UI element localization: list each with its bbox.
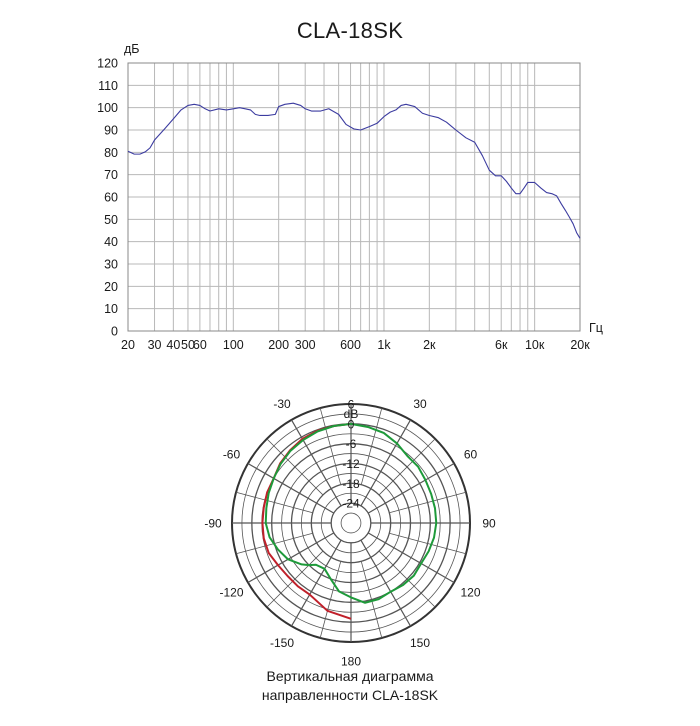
x-tick-label: 50: [181, 338, 195, 352]
polar-spoke: [389, 491, 467, 514]
polar-spoke: [360, 539, 412, 627]
polar-angle-label: -90: [204, 517, 222, 531]
polar-angle-label: 150: [410, 636, 430, 650]
y-tick-label: 30: [104, 258, 118, 272]
polar-radial-label: 0: [348, 417, 355, 431]
y-tick-label: 10: [104, 302, 118, 316]
polar-caption: Вертикальная диаграмма направленности CL…: [0, 667, 700, 705]
polar-angle-label: 120: [460, 586, 480, 600]
polar-ring: [251, 423, 451, 623]
polar-angle-label: -120: [219, 586, 243, 600]
polar-angle-label: -30: [273, 397, 291, 411]
x-axis-label: Гц: [589, 321, 603, 335]
polar-ring: [340, 512, 362, 534]
polar-spoke: [367, 532, 455, 584]
polar-ring: [241, 413, 461, 633]
y-tick-labels: 0 10 20 30 40 50 60 70 80 90 100 110 120: [97, 57, 118, 339]
polar-ring: [231, 403, 471, 643]
x-tick-label: 60: [193, 338, 207, 352]
polar-radial-labels: 6 0 -6 -12 -18 -24 dB: [342, 398, 360, 511]
x-tick-label: 300: [295, 338, 316, 352]
polar-spoke: [266, 438, 324, 496]
polar-ring: [261, 433, 441, 613]
x-tick-label: 10к: [525, 338, 545, 352]
polar-unit-label: dB: [344, 407, 359, 421]
polar-ring: [320, 492, 382, 554]
x-tick-label: 600: [340, 338, 361, 352]
page-title: CLA-18SK: [296, 18, 404, 43]
x-tick-label: 20к: [570, 338, 590, 352]
polar-outer-ring: [231, 403, 471, 643]
polar-angle-label: -60: [223, 448, 241, 462]
polar-angle-label: 30: [413, 397, 427, 411]
caption-line-1: Вертикальная диаграмма: [266, 668, 434, 684]
caption-line-2: направленности CLA-18SK: [261, 687, 439, 703]
polar-spoke: [290, 539, 342, 627]
polar-radial-label: -12: [342, 457, 360, 471]
y-tick-label: 60: [104, 191, 118, 205]
x-tick-label: 100: [223, 338, 244, 352]
polar-radial-label: 6: [348, 398, 355, 412]
polar-series-red: [261, 422, 352, 620]
polar-ring: [310, 482, 392, 564]
x-tick-label: 20: [121, 338, 135, 352]
polar-spoke: [360, 561, 383, 639]
polar-spokes: [232, 404, 470, 642]
y-tick-label: 120: [97, 57, 118, 71]
y-tick-label: 100: [97, 101, 118, 115]
x-tick-label: 40: [166, 338, 180, 352]
polar-spoke: [360, 419, 412, 507]
y-tick-label: 0: [111, 325, 118, 339]
x-tick-label: 2к: [423, 338, 436, 352]
polar-angle-label: 60: [464, 448, 478, 462]
x-tick-label: 1k: [377, 338, 391, 352]
polar-spoke: [360, 407, 383, 485]
x-tick-label: 30: [148, 338, 162, 352]
y-tick-label: 80: [104, 146, 118, 160]
polar-spoke: [389, 532, 467, 555]
polar-spoke: [378, 438, 436, 496]
polar-radial-label: -18: [342, 477, 360, 491]
x-tick-label: 200: [268, 338, 289, 352]
y-tick-label: 90: [104, 124, 118, 138]
frequency-response-line: [127, 102, 581, 239]
y-tick-label: 70: [104, 168, 118, 182]
y-grid: [128, 62, 580, 332]
polar-ring: [330, 502, 372, 544]
x-tick-label: 6к: [495, 338, 508, 352]
y-tick-label: 110: [98, 79, 118, 93]
polar-ring: [281, 453, 421, 593]
y-tick-label: 40: [104, 235, 118, 249]
polar-ring: [290, 462, 412, 584]
polar-spoke: [235, 491, 313, 514]
polar-spoke: [367, 462, 455, 514]
polar-spoke: [319, 561, 342, 639]
plot-frame: [127, 62, 581, 332]
polar-radial-label: -24: [342, 497, 360, 511]
polar-series-green: [264, 422, 438, 604]
polar-spoke: [378, 550, 436, 608]
polar-ring: [271, 443, 431, 603]
polar-radial-label: -6: [346, 437, 357, 451]
polar-spoke: [247, 462, 335, 514]
polar-angle-label: -150: [270, 636, 294, 650]
y-tick-label: 50: [104, 213, 118, 227]
polar-spoke: [247, 532, 335, 584]
y-axis-label: дБ: [124, 42, 140, 56]
polar-spoke: [319, 407, 342, 485]
polar-rings: [231, 403, 471, 643]
y-tick-label: 20: [104, 280, 118, 294]
polar-angle-label: 90: [482, 517, 496, 531]
polar-ring: [301, 473, 401, 573]
polar-spoke: [235, 532, 313, 555]
polar-spoke: [290, 419, 342, 507]
polar-spoke: [266, 550, 324, 608]
